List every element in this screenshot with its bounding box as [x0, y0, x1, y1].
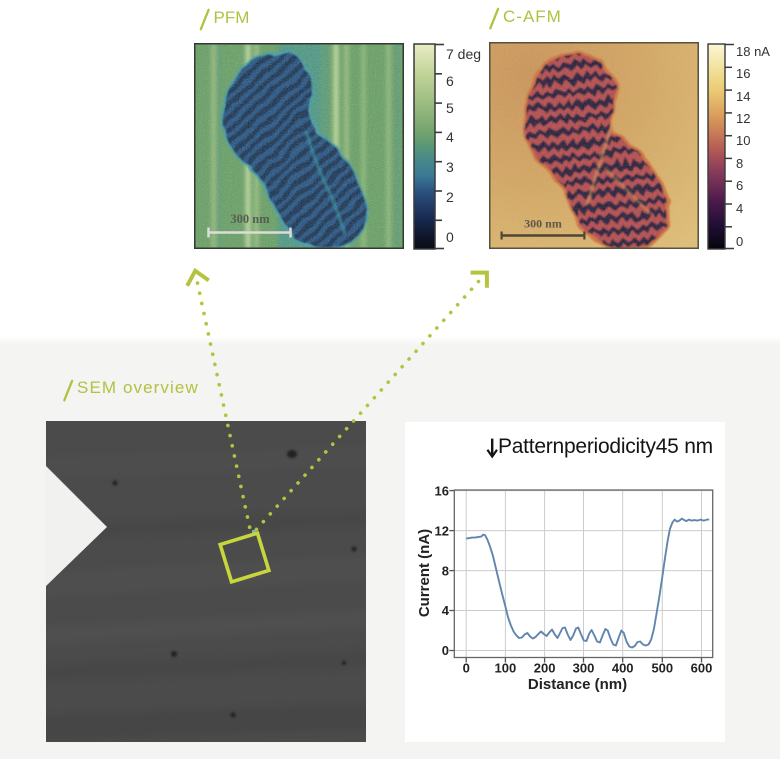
svg-text:500: 500: [651, 661, 673, 676]
svg-text:100: 100: [495, 661, 517, 676]
svg-text:2: 2: [446, 189, 454, 205]
svg-text:200: 200: [534, 661, 556, 676]
svg-text:16: 16: [736, 66, 750, 81]
svg-text:0: 0: [446, 229, 454, 245]
svg-text:7 deg: 7 deg: [446, 46, 481, 62]
svg-text:14: 14: [736, 89, 750, 104]
svg-text:300: 300: [573, 661, 595, 676]
svg-text:3: 3: [446, 159, 454, 175]
svg-text:400: 400: [612, 661, 634, 676]
svg-text:5: 5: [446, 100, 454, 116]
svg-text:0: 0: [463, 661, 470, 676]
svg-text:10: 10: [736, 133, 750, 148]
svg-text:4: 4: [442, 603, 450, 618]
svg-text:12: 12: [736, 111, 750, 126]
svg-text:0: 0: [442, 643, 449, 658]
svg-text:12: 12: [435, 523, 449, 538]
svg-text:6: 6: [446, 73, 454, 89]
svg-text:4: 4: [446, 129, 454, 145]
svg-text:18 nA: 18 nA: [736, 44, 770, 59]
svg-text:4: 4: [736, 201, 743, 216]
svg-text:0: 0: [736, 234, 743, 249]
svg-text:Distance (nm): Distance (nm): [528, 676, 627, 693]
svg-text:300 nm: 300 nm: [230, 212, 270, 226]
svg-text:16: 16: [435, 483, 449, 498]
svg-text:6: 6: [736, 178, 743, 193]
svg-text:8: 8: [736, 156, 743, 171]
svg-text:300 nm: 300 nm: [524, 217, 562, 231]
svg-text:8: 8: [442, 563, 449, 578]
svg-text:600: 600: [691, 661, 713, 676]
svg-text:Current (nA): Current (nA): [416, 529, 433, 617]
